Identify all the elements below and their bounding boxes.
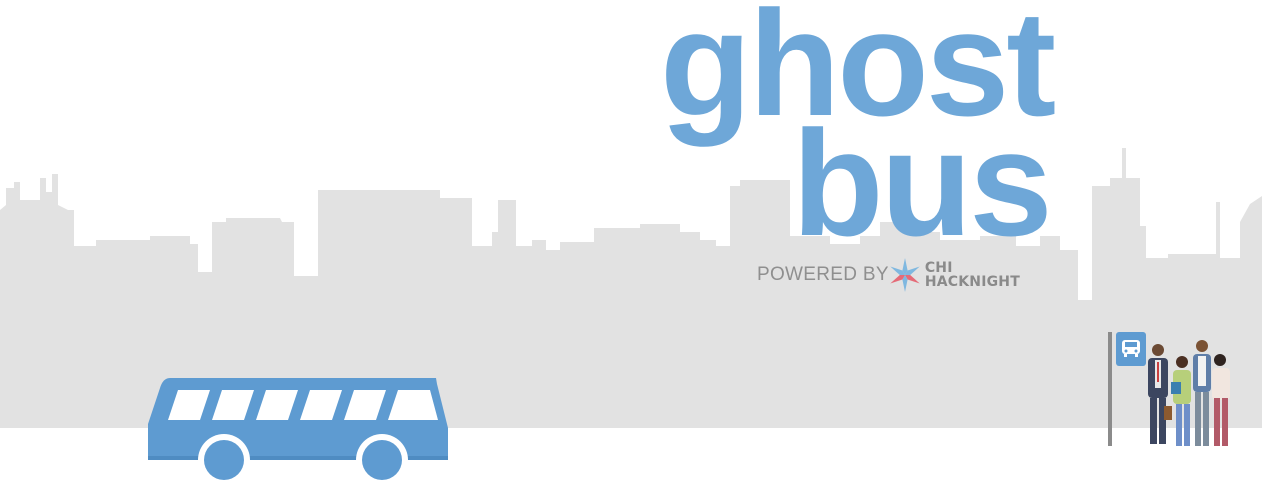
- bus-icon: [1116, 332, 1146, 366]
- powered-by-label: POWERED BY: [757, 264, 889, 285]
- sponsor-name-line1: CHI: [924, 260, 953, 276]
- powered-by-credit[interactable]: POWERED BY CHI HACKNIGHT: [757, 257, 1020, 293]
- waiting-people: [1148, 340, 1230, 446]
- bus-illustration: [148, 378, 448, 480]
- chicago-star-icon: [890, 258, 920, 292]
- logo-title: ghost bus: [660, 0, 1056, 258]
- title-bus: bus: [792, 99, 1053, 267]
- sponsor-name-line2: HACKNIGHT: [924, 274, 1020, 290]
- title-ghost: ghost: [660, 0, 1056, 147]
- chi-hacknight-logo: CHI HACKNIGHT: [925, 261, 1020, 289]
- bus-stop-illustration: [1108, 332, 1230, 446]
- bus-stop-pole: [1108, 332, 1112, 446]
